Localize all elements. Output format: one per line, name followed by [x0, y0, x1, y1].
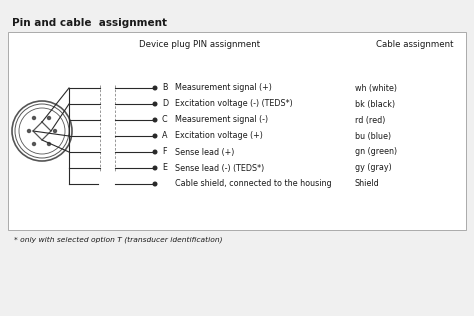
Text: bk (black): bk (black) — [355, 100, 395, 108]
Circle shape — [27, 129, 31, 133]
Text: * only with selected option T (transducer identification): * only with selected option T (transduce… — [14, 236, 222, 243]
Text: bu (blue): bu (blue) — [355, 131, 391, 141]
Circle shape — [153, 134, 157, 138]
Text: Cable shield, connected to the housing: Cable shield, connected to the housing — [175, 179, 332, 189]
Circle shape — [32, 116, 36, 120]
Text: wh (white): wh (white) — [355, 83, 397, 93]
Text: C: C — [162, 116, 168, 125]
Text: rd (red): rd (red) — [355, 116, 385, 125]
Text: Measurement signal (-): Measurement signal (-) — [175, 116, 268, 125]
Text: A: A — [162, 131, 167, 141]
Text: F: F — [162, 148, 166, 156]
Text: gy (gray): gy (gray) — [355, 163, 392, 173]
Text: Cable assignment: Cable assignment — [376, 40, 454, 49]
Circle shape — [153, 166, 157, 170]
Circle shape — [53, 129, 57, 133]
Text: Sense lead (+): Sense lead (+) — [175, 148, 234, 156]
Text: Excitation voltage (-) (TEDS*): Excitation voltage (-) (TEDS*) — [175, 100, 293, 108]
Circle shape — [153, 182, 157, 186]
Text: Excitation voltage (+): Excitation voltage (+) — [175, 131, 263, 141]
Circle shape — [47, 142, 51, 146]
Bar — [8, 32, 466, 230]
Text: B: B — [162, 83, 167, 93]
Circle shape — [153, 118, 157, 122]
Text: E: E — [162, 163, 167, 173]
Text: Device plug PIN assignment: Device plug PIN assignment — [139, 40, 261, 49]
Text: Measurement signal (+): Measurement signal (+) — [175, 83, 272, 93]
Text: Shield: Shield — [355, 179, 380, 189]
Text: D: D — [162, 100, 168, 108]
Circle shape — [153, 86, 157, 90]
Circle shape — [153, 150, 157, 154]
Text: Sense lead (-) (TEDS*): Sense lead (-) (TEDS*) — [175, 163, 264, 173]
Circle shape — [47, 116, 51, 120]
Text: Pin and cable  assignment: Pin and cable assignment — [12, 18, 167, 28]
Circle shape — [32, 142, 36, 146]
Text: gn (green): gn (green) — [355, 148, 397, 156]
Circle shape — [153, 102, 157, 106]
